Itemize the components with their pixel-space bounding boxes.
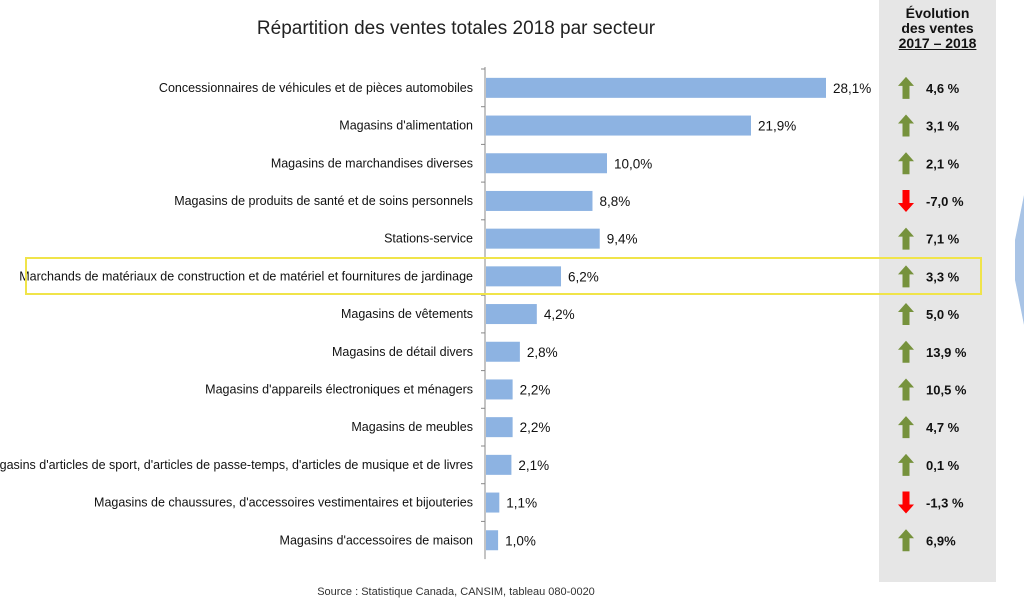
category-label: Magasins de marchandises diverses [271, 156, 473, 170]
up-arrow-icon [898, 76, 914, 99]
bar-value-label: 21,9% [758, 119, 796, 134]
chart-title: Répartition des ventes totales 2018 par … [256, 18, 656, 39]
bar-value-label: 2,2% [520, 382, 551, 397]
bar-value-label: 2,1% [518, 458, 549, 473]
bar [486, 304, 537, 325]
up-arrow-icon [898, 416, 914, 439]
evolution-value: 7,1 % [926, 232, 960, 247]
up-arrow-icon [898, 152, 914, 175]
bar [486, 115, 751, 136]
up-arrow-icon [898, 453, 914, 476]
category-label: Magasins de meubles [351, 420, 473, 434]
bar [486, 266, 562, 287]
bar [486, 228, 600, 249]
bar-value-label: 1,0% [505, 533, 536, 548]
category-label: Magasins d'accessoires de maison [280, 533, 473, 547]
category-label: Marchands de matériaux de construction e… [19, 269, 473, 283]
evolution-value: 5,0 % [926, 307, 960, 322]
category-label: Magasins de vêtements [341, 307, 473, 321]
bar [486, 190, 593, 211]
evolution-header-line-1: Évolution [905, 5, 970, 21]
bar [486, 77, 826, 98]
bar-value-label: 9,4% [607, 232, 638, 247]
category-label: Magasins de chaussures, d'accessoires ve… [94, 496, 473, 510]
source-note: Source : Statistique Canada, CANSIM, tab… [317, 586, 595, 598]
evolution-value: 3,3 % [926, 269, 960, 284]
up-arrow-icon [898, 378, 914, 401]
up-arrow-icon [898, 340, 914, 363]
evolution-value: 6,9% [926, 533, 956, 548]
evolution-value: 2,1 % [926, 156, 960, 171]
bar-value-label: 4,2% [544, 307, 575, 322]
down-arrow-icon [898, 491, 914, 514]
evolution-value: -1,3 % [926, 496, 964, 511]
evolution-header: Évolution des ventes 2017 – 2018 [879, 6, 996, 51]
bar-value-label: 2,8% [527, 345, 558, 360]
category-label: Magasins d'articles de sport, d'articles… [0, 458, 473, 472]
evolution-value: -7,0 % [926, 194, 964, 209]
bar [486, 341, 520, 362]
evolution-value: 4,7 % [926, 420, 960, 435]
bar-value-label: 8,8% [599, 194, 630, 209]
down-arrow-icon [898, 189, 914, 212]
up-arrow-icon [898, 265, 914, 288]
evolution-value: 10,5 % [926, 382, 967, 397]
up-arrow-icon [898, 227, 914, 250]
bar [486, 417, 513, 438]
category-label: Magasins de produits de santé et de soin… [174, 194, 473, 208]
evolution-header-line-2: des ventes [901, 20, 974, 36]
evolution-value: 0,1 % [926, 458, 960, 473]
category-label: Magasins de détail divers [332, 345, 473, 359]
bar-value-label: 2,2% [520, 420, 551, 435]
up-arrow-icon [898, 114, 914, 137]
highlight-box [25, 257, 982, 295]
bar-value-label: 10,0% [614, 156, 652, 171]
category-label: Stations-service [384, 232, 473, 246]
bar [486, 530, 499, 551]
category-label: Magasins d'appareils électroniques et mé… [205, 382, 473, 396]
bar [486, 379, 513, 400]
category-label: Concessionnaires de véhicules et de pièc… [159, 81, 473, 95]
bar [486, 454, 512, 475]
up-arrow-icon [898, 303, 914, 326]
evolution-value: 3,1 % [926, 119, 960, 134]
evolution-panel [879, 0, 996, 582]
up-arrow-icon [898, 529, 914, 552]
slide-edge-shape [1015, 195, 1024, 325]
evolution-value: 4,6 % [926, 81, 960, 96]
bar [486, 153, 607, 174]
evolution-value: 13,9 % [926, 345, 967, 360]
evolution-header-line-3: 2017 – 2018 [898, 35, 977, 51]
bar [486, 492, 500, 513]
bar-value-label: 1,1% [506, 496, 537, 511]
bar-value-label: 28,1% [833, 81, 871, 96]
category-label: Magasins d'alimentation [339, 119, 473, 133]
bar-value-label: 6,2% [568, 269, 599, 284]
